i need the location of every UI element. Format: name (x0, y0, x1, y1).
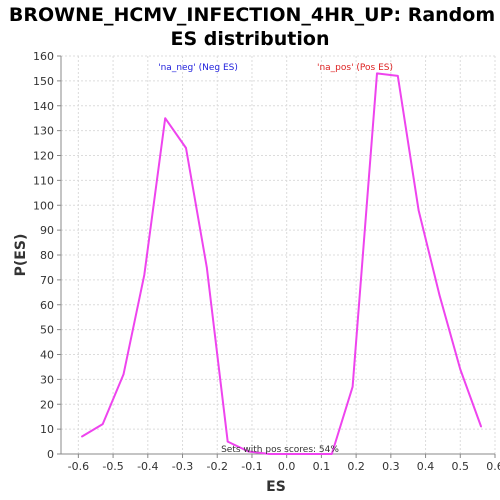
x-tick-label-8: 0.2 (347, 460, 365, 473)
data-point-0-14 (376, 72, 378, 75)
x-tick-label-9: 0.3 (382, 460, 400, 473)
y-tick-label-2: 20 (40, 398, 54, 411)
series-line-0 (81, 72, 483, 455)
data-point-0-19 (480, 425, 482, 428)
y-tick-label-13: 130 (33, 125, 54, 138)
data-point-0-16 (417, 209, 420, 212)
y-tick-label-9: 90 (40, 224, 54, 237)
data-point-0-2 (122, 373, 125, 376)
x-tick-label-12: 0.6 (486, 460, 500, 473)
y-tick-label-11: 110 (33, 174, 54, 187)
x-axis-ticks: -0.6 -0.5 -0.4 -0.3 -0.2 -0.1 0.0 0.1 0.2 0.3 0.4 0… (68, 454, 500, 473)
data-point-0-7 (226, 440, 229, 443)
y-axis-label: P(ES) (13, 234, 29, 277)
data-point-0-18 (459, 368, 462, 371)
data-point-0-3 (143, 274, 146, 276)
x-tick-label-3: -0.3 (172, 460, 193, 473)
data-point-0-10 (289, 453, 291, 455)
y-tick-label-5: 50 (40, 324, 54, 337)
data-point-0-9 (268, 453, 271, 455)
x-tick-label-11: 0.5 (452, 460, 470, 473)
y-tick-label-12: 120 (33, 150, 54, 163)
y-axis-ticks: 0 10 20 30 40 50 60 70 80 90 100 110 120 130 140 150 160 (33, 50, 61, 461)
y-tick-label-8: 80 (40, 249, 54, 262)
y-tick-label-14: 140 (33, 100, 54, 113)
x-tick-label-6: 0.0 (278, 460, 296, 473)
chart-title-line1: BROWNE_HCMV_INFECTION_4HR_UP: Random (9, 4, 495, 26)
y-tick-label-0: 0 (47, 448, 54, 461)
y-tick-label-10: 100 (33, 199, 54, 212)
data-point-0-11 (310, 453, 312, 455)
data-point-0-13 (351, 386, 354, 388)
data-point-0-6 (206, 266, 208, 269)
x-tick-label-1: -0.5 (102, 460, 123, 473)
y-tick-label-15: 150 (33, 75, 54, 88)
chart-title-line2: ES distribution (171, 28, 330, 50)
y-tick-label-3: 30 (40, 373, 54, 386)
y-tick-label-7: 70 (40, 274, 54, 287)
y-tick-label-4: 40 (40, 349, 54, 362)
x-tick-label-5: -0.1 (241, 460, 262, 473)
y-tick-label-16: 160 (33, 50, 54, 63)
data-point-0-15 (396, 75, 399, 77)
pos-es-label: 'na_pos' (Pos ES) (317, 63, 393, 73)
data-point-0-0 (81, 435, 83, 438)
data-point-0-8 (247, 450, 250, 453)
data-point-0-12 (331, 453, 333, 455)
pos-scores-footer: Sets with pos scores: 54% (221, 445, 339, 455)
x-tick-label-4: -0.2 (207, 460, 228, 473)
data-point-0-4 (164, 117, 166, 119)
x-axis-label: ES (266, 479, 286, 495)
data-point-0-1 (101, 423, 104, 425)
x-tick-label-10: 0.4 (417, 460, 435, 473)
x-tick-label-2: -0.4 (137, 460, 158, 473)
y-tick-label-1: 10 (40, 423, 54, 436)
neg-es-label: 'na_neg' (Neg ES) (158, 63, 238, 73)
x-tick-label-0: -0.6 (68, 460, 89, 473)
series-layer (81, 72, 483, 455)
data-point-0-17 (438, 294, 441, 296)
data-point-0-5 (185, 147, 187, 149)
y-tick-label-6: 60 (40, 299, 54, 312)
x-tick-label-7: 0.1 (313, 460, 331, 473)
